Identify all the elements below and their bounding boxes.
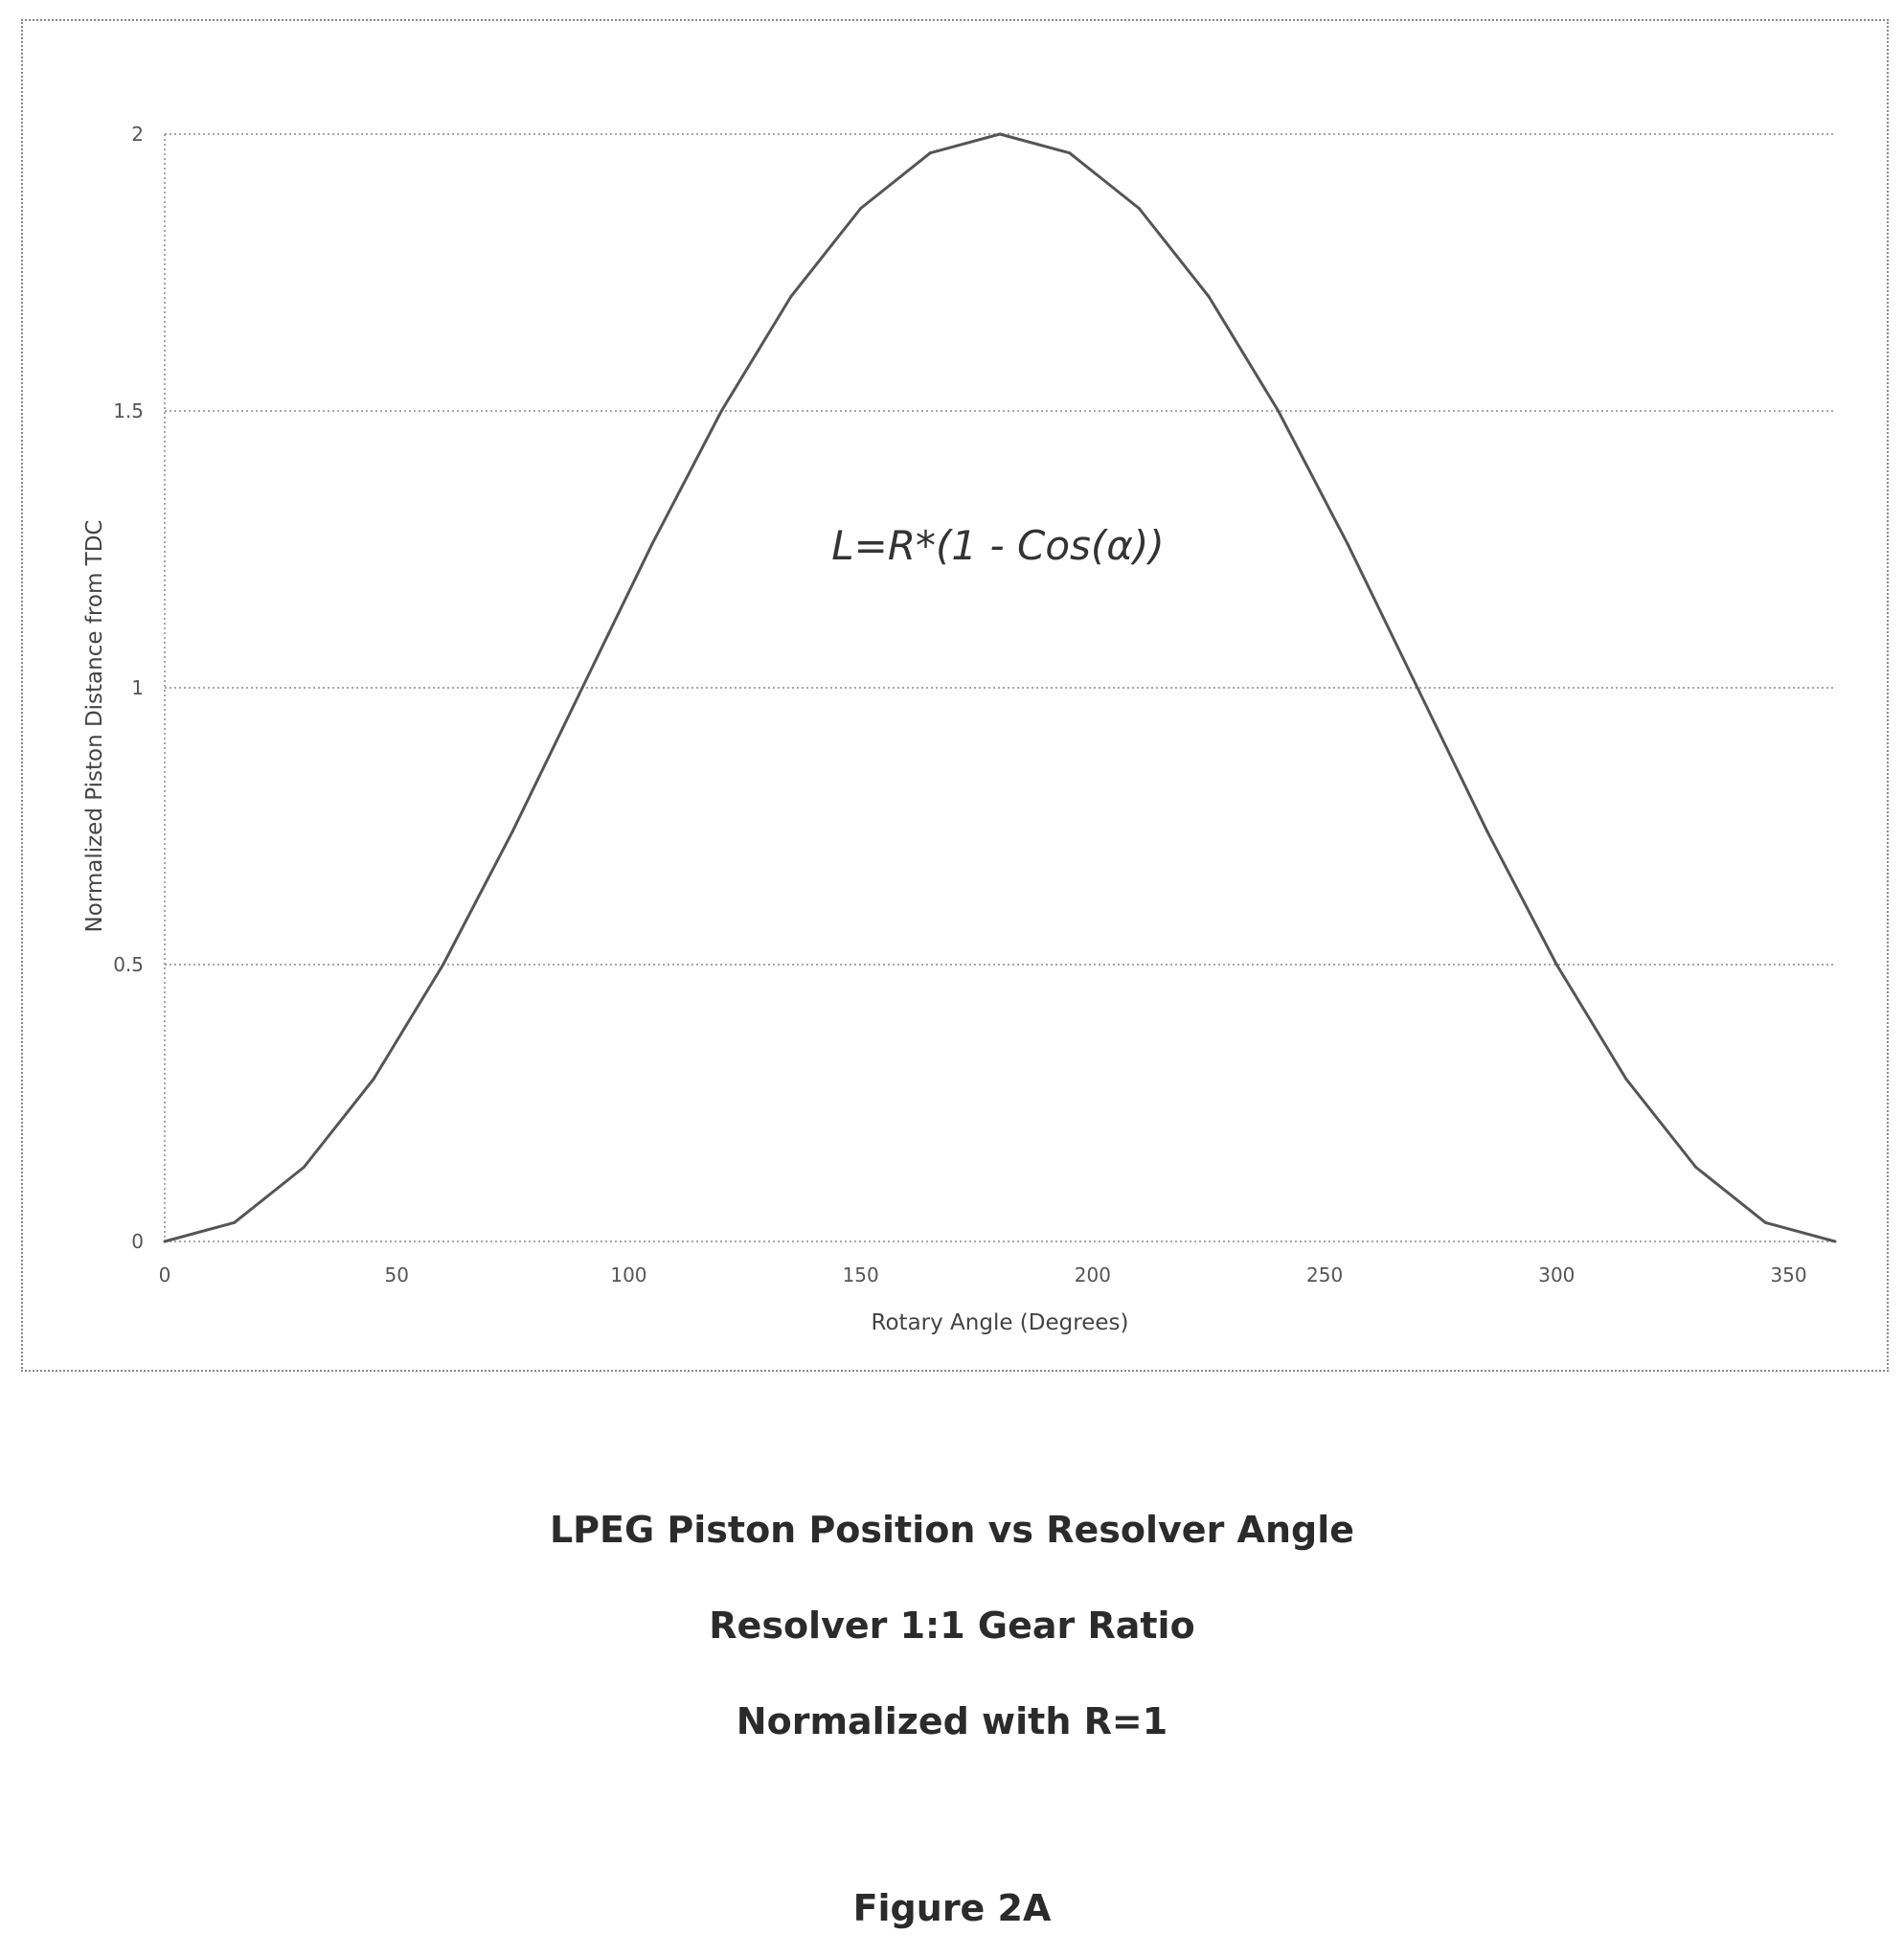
data-point bbox=[1277, 409, 1281, 413]
x-tick-label: 250 bbox=[1306, 1263, 1343, 1286]
line-chart: 0 0.5 1 1.5 2 0 50 100 150 200 250 300 350 Rotary An… bbox=[82, 123, 1837, 1335]
data-point bbox=[1346, 542, 1349, 546]
data-point bbox=[1694, 1166, 1698, 1170]
data-point bbox=[789, 294, 793, 298]
x-tick-label: 150 bbox=[843, 1263, 879, 1286]
x-axis-title: Rotary Angle (Degrees) bbox=[872, 1310, 1129, 1335]
y-tick-label: 1.5 bbox=[113, 399, 144, 422]
figure-subtitle-normalization: Normalized with R=1 bbox=[736, 1700, 1168, 1742]
data-point bbox=[1485, 830, 1489, 833]
y-tick-label: 2 bbox=[131, 123, 144, 146]
data-point bbox=[719, 409, 723, 413]
data-point bbox=[1137, 206, 1141, 210]
chart-area: 0 0.5 1 1.5 2 0 50 100 150 200 250 300 350 Rotary An… bbox=[21, 19, 1889, 1372]
data-point bbox=[650, 542, 654, 546]
x-tick-label: 200 bbox=[1075, 1263, 1111, 1286]
x-tick-label: 300 bbox=[1538, 1263, 1575, 1286]
data-point bbox=[372, 1078, 375, 1081]
tick-labels: 0 0.5 1 1.5 2 0 50 100 150 200 250 300 350 bbox=[113, 123, 1806, 1286]
x-tick-label: 50 bbox=[384, 1263, 408, 1286]
formula-annotation: L=R*(1 - Cos(α)) bbox=[831, 522, 1164, 569]
data-point bbox=[1068, 151, 1072, 155]
data-point bbox=[302, 1166, 306, 1170]
data-point bbox=[1416, 686, 1419, 690]
data-point bbox=[998, 132, 1002, 136]
data-point bbox=[1763, 1220, 1767, 1224]
gridlines bbox=[164, 133, 1835, 1242]
data-point bbox=[928, 151, 932, 155]
data-point bbox=[1833, 1240, 1837, 1243]
data-point bbox=[580, 686, 584, 690]
x-tick-label: 350 bbox=[1770, 1263, 1806, 1286]
y-tick-label: 0.5 bbox=[113, 953, 144, 976]
y-axis-title: Normalized Piston Distance from TDC bbox=[82, 520, 107, 933]
data-point bbox=[510, 830, 514, 833]
data-point bbox=[1207, 294, 1211, 298]
figure-number: Figure 2A bbox=[852, 1887, 1052, 1929]
data-point bbox=[163, 1240, 167, 1243]
y-tick-label: 0 bbox=[131, 1230, 144, 1253]
figure-subtitle-gear-ratio: Resolver 1:1 Gear Ratio bbox=[709, 1604, 1195, 1647]
data-point bbox=[1624, 1078, 1628, 1081]
figure-title: LPEG Piston Position vs Resolver Angle bbox=[549, 1509, 1355, 1551]
y-tick-label: 1 bbox=[131, 676, 144, 699]
data-point bbox=[442, 963, 445, 967]
data-point bbox=[1554, 963, 1558, 967]
data-point bbox=[859, 206, 863, 210]
data-point bbox=[233, 1220, 237, 1224]
series-layer bbox=[163, 132, 1837, 1243]
x-tick-label: 100 bbox=[610, 1263, 646, 1286]
x-tick-label: 0 bbox=[159, 1263, 171, 1286]
